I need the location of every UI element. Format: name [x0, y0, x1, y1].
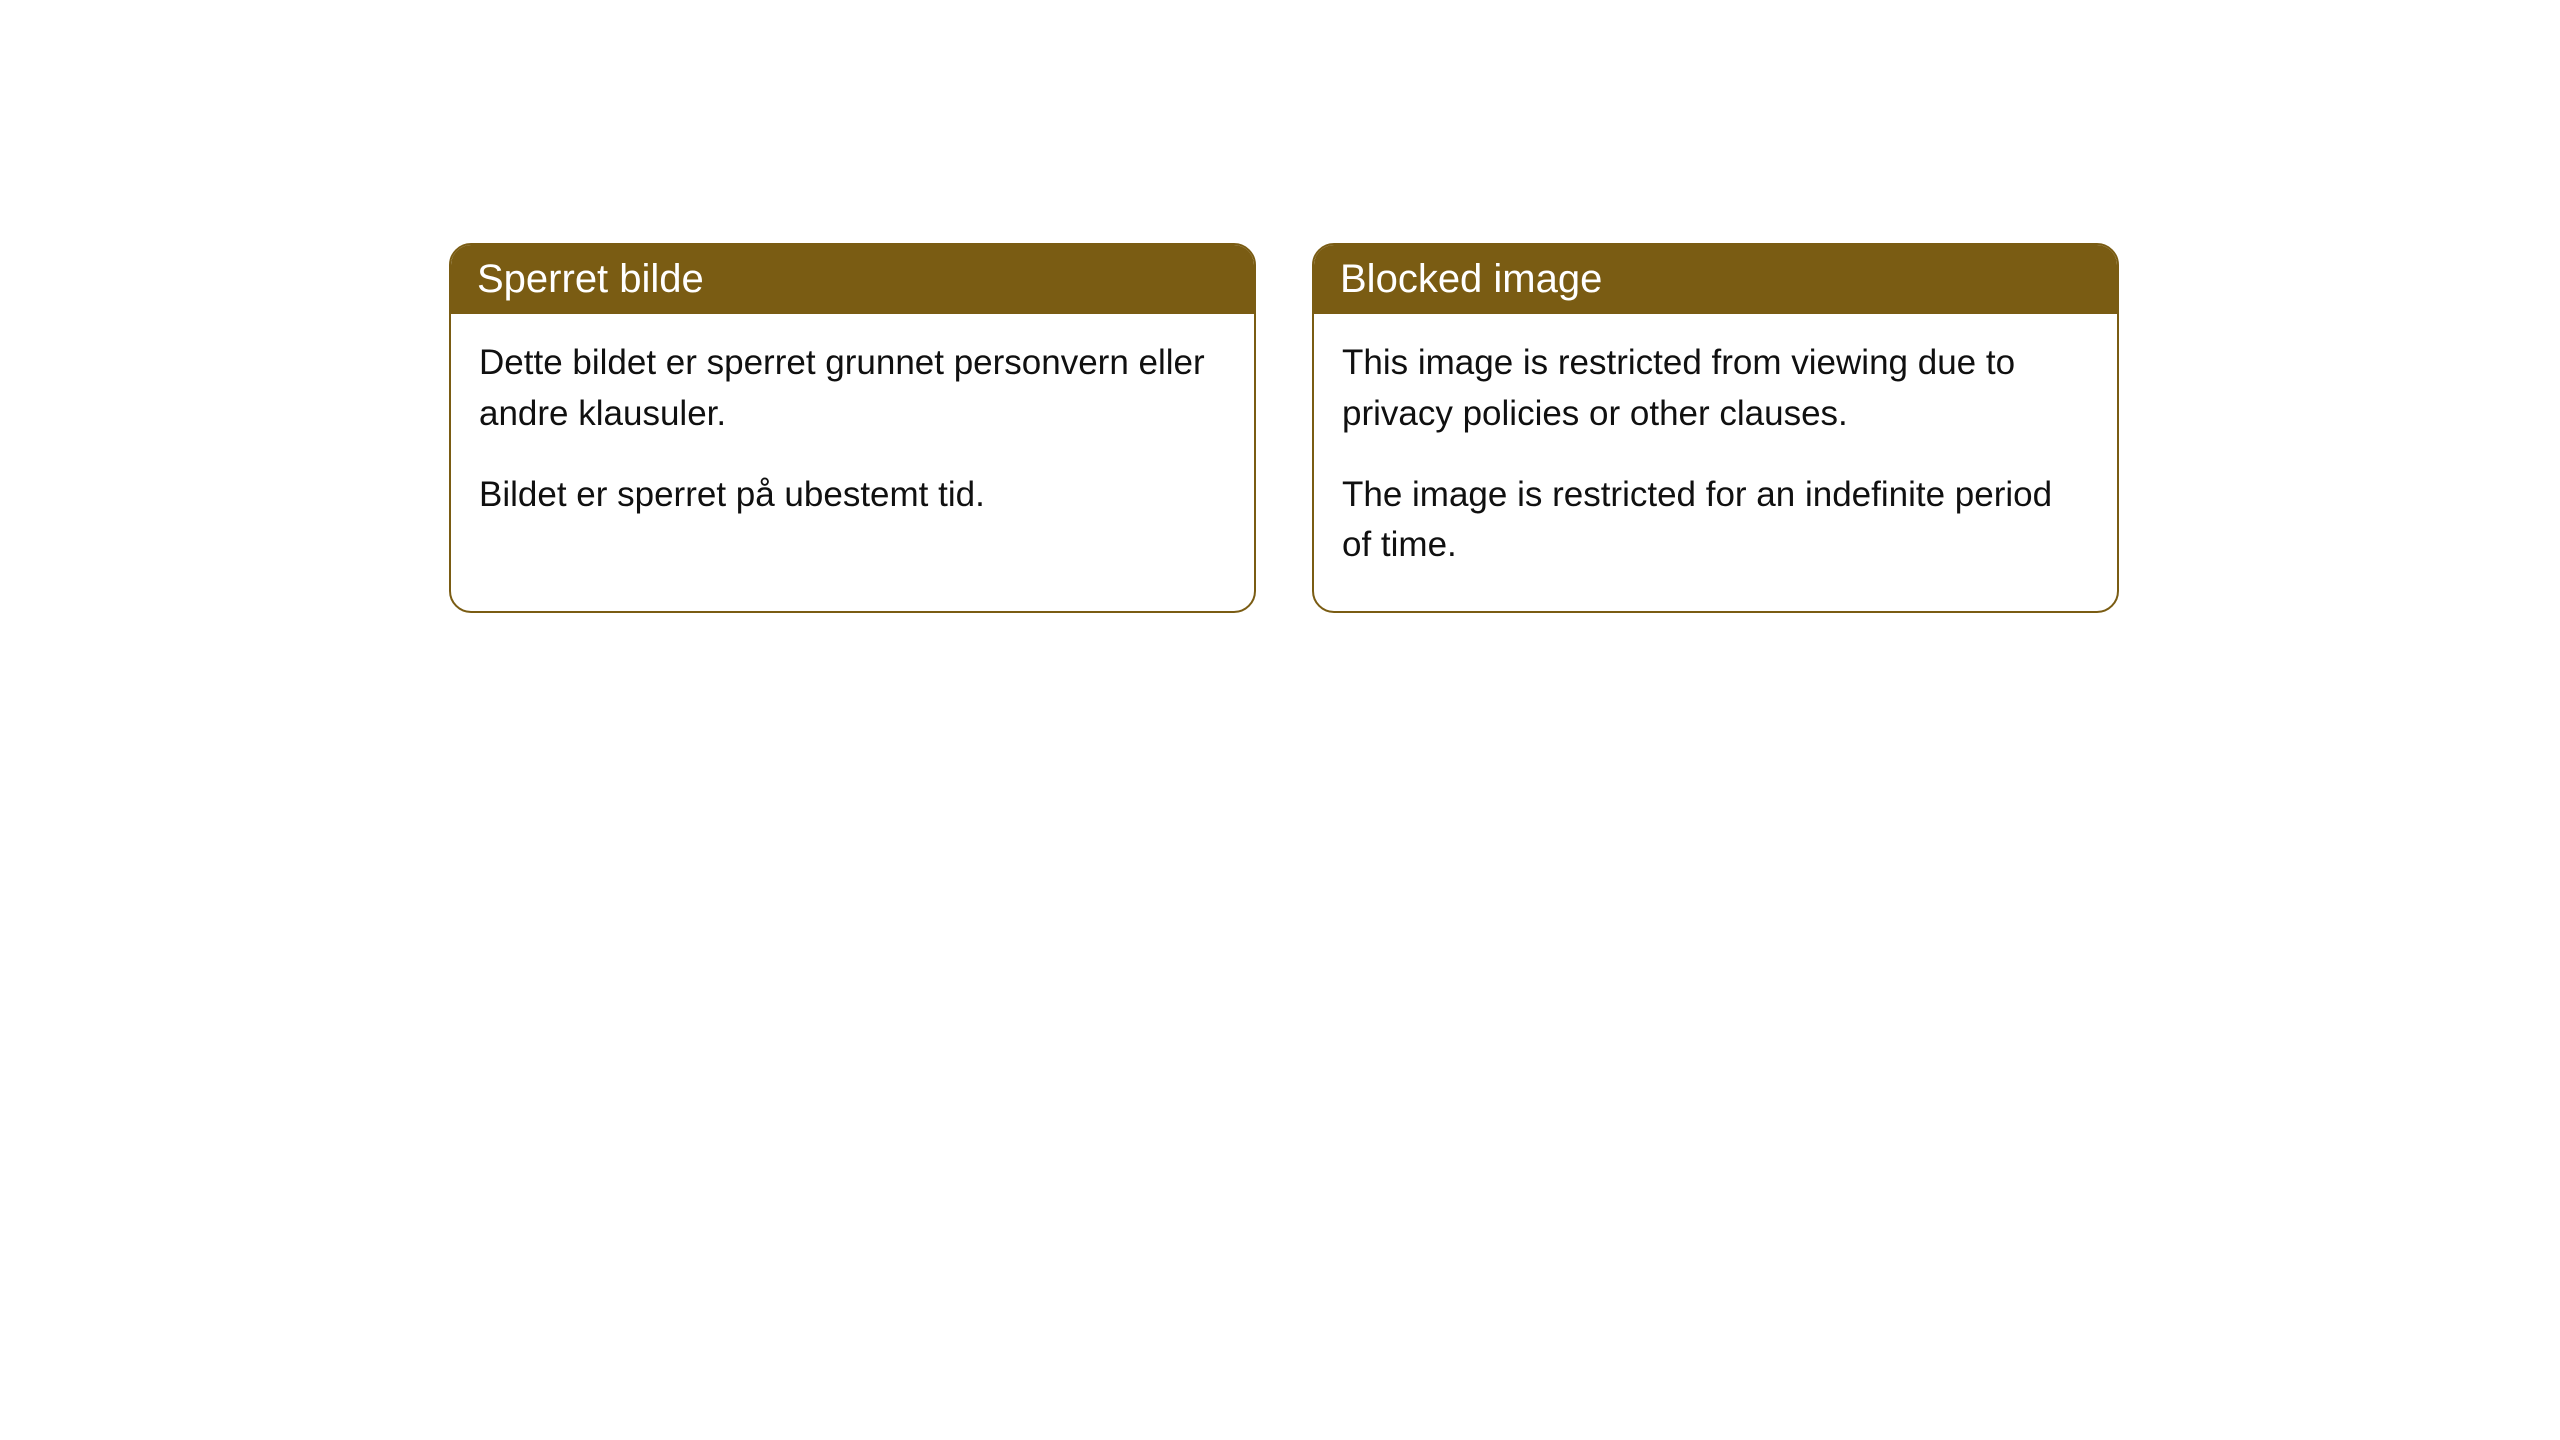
blocked-image-card-english: Blocked image This image is restricted f…: [1312, 243, 2119, 613]
card-paragraph-2: Bildet er sperret på ubestemt tid.: [479, 470, 1226, 521]
card-body: Dette bildet er sperret grunnet personve…: [451, 314, 1254, 560]
card-paragraph-2: The image is restricted for an indefinit…: [1342, 470, 2089, 572]
card-header: Sperret bilde: [451, 245, 1254, 314]
card-title: Sperret bilde: [477, 257, 704, 301]
cards-container: Sperret bilde Dette bildet er sperret gr…: [0, 0, 2560, 613]
card-paragraph-1: This image is restricted from viewing du…: [1342, 338, 2089, 440]
blocked-image-card-norwegian: Sperret bilde Dette bildet er sperret gr…: [449, 243, 1256, 613]
card-header: Blocked image: [1314, 245, 2117, 314]
card-body: This image is restricted from viewing du…: [1314, 314, 2117, 611]
card-title: Blocked image: [1340, 257, 1602, 301]
card-paragraph-1: Dette bildet er sperret grunnet personve…: [479, 338, 1226, 440]
